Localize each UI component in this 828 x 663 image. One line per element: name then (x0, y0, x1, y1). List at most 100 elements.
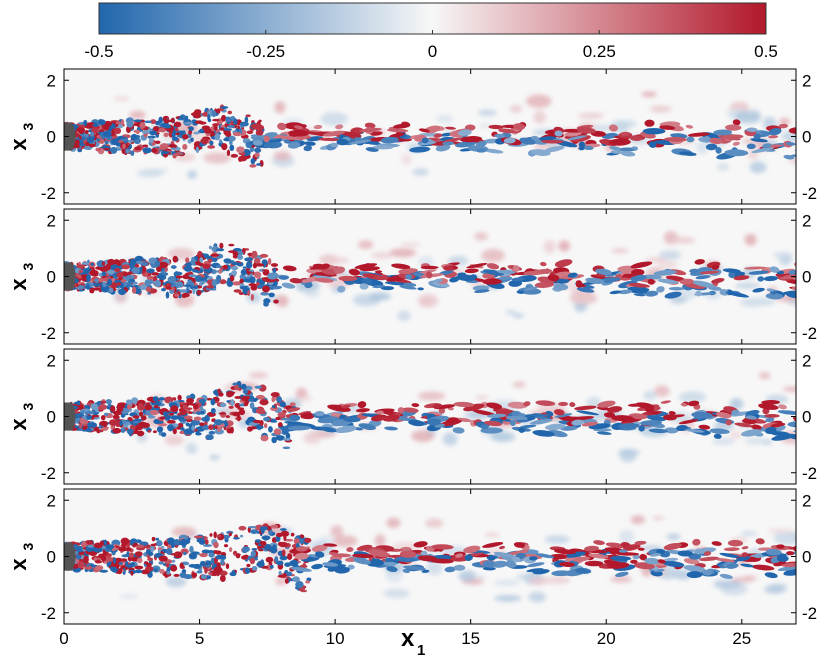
vortex-blob (253, 271, 262, 279)
wake-streak (303, 145, 313, 152)
vortex-blob (135, 424, 144, 431)
vortex-blob (141, 130, 148, 134)
wake-streak (771, 433, 795, 441)
vortex-blob (136, 430, 145, 437)
wake-streak (653, 269, 677, 276)
vortex-blob (195, 432, 202, 436)
wake-streak (431, 544, 454, 550)
vortex-blob (254, 152, 260, 158)
wake-streak (418, 128, 430, 133)
vortex-blob (160, 546, 165, 549)
y-tick-label: 0 (47, 128, 56, 147)
vortex-blob (204, 564, 211, 568)
wake-streak (620, 131, 631, 136)
y-tick-label: -2 (41, 324, 56, 343)
wake-streak (724, 149, 749, 157)
vortex-blob (154, 260, 161, 268)
wake-streak (695, 275, 711, 280)
vortex-blob (290, 532, 295, 537)
faint-structure (740, 531, 758, 536)
wake-streak (495, 408, 512, 416)
wake-streak (588, 553, 609, 559)
vortex-blob (222, 264, 228, 270)
wake-streak (340, 131, 362, 138)
wake-streak (453, 564, 466, 571)
wake-streak (527, 415, 536, 421)
vortex-blob (225, 415, 230, 419)
wake-streak (459, 136, 483, 143)
wake-streak (750, 424, 762, 430)
vortex-blob (213, 126, 218, 131)
wake-streak (499, 276, 512, 281)
vortex-blob (228, 532, 232, 537)
vortex-blob (120, 427, 126, 433)
wake-streak (694, 259, 705, 265)
vortex-blob (295, 580, 304, 589)
wake-streak (753, 133, 761, 140)
wake-streak (453, 401, 475, 408)
wake-streak (611, 415, 634, 422)
wake-streak (438, 407, 446, 414)
vortex-blob (85, 141, 90, 147)
wake-streak (554, 413, 573, 418)
wake-streak (277, 122, 287, 131)
wake-streak (476, 148, 487, 153)
vortex-blob (163, 132, 169, 138)
vortex-blob (165, 286, 172, 290)
vortex-blob (160, 432, 167, 437)
vortex-blob (155, 537, 160, 541)
wake-streak (648, 141, 657, 148)
vortex-blob (147, 429, 152, 433)
wake-streak (703, 551, 712, 556)
vortex-blob (151, 148, 158, 153)
wake-streak (374, 275, 391, 280)
faint-structure (695, 140, 709, 155)
wake-streak (558, 401, 569, 407)
vortex-blob (112, 427, 122, 434)
wake-streak (790, 432, 796, 440)
vortex-blob (145, 549, 151, 555)
faint-structure (371, 251, 393, 259)
vortex-blob (156, 426, 164, 433)
vortex-blob (154, 279, 162, 288)
wake-streak (711, 278, 725, 284)
wake-streak (610, 555, 632, 561)
wake-streak (663, 560, 685, 568)
wake-streak (449, 276, 460, 283)
vortex-blob (178, 289, 188, 293)
vortex-blob (158, 274, 167, 281)
wake-streak (708, 137, 723, 145)
vortex-blob (90, 262, 95, 266)
vortex-blob (89, 269, 99, 277)
vortex-blob (75, 554, 82, 560)
wake-streak (408, 419, 425, 427)
vortex-blob (89, 287, 95, 294)
vortex-blob (280, 530, 290, 537)
vortex-blob (120, 558, 128, 562)
vorticity-field (64, 231, 796, 322)
wake-streak (335, 124, 344, 130)
faint-structure (187, 170, 198, 179)
wake-streak (513, 123, 526, 131)
vortex-blob (166, 571, 171, 575)
vortex-blob (142, 144, 149, 148)
vortex-blob (99, 138, 105, 144)
y-tick-label: 0 (47, 408, 56, 427)
vortex-blob (276, 396, 283, 404)
faint-structure (424, 518, 444, 529)
vortex-blob (273, 299, 279, 304)
faint-structure (610, 575, 633, 583)
vortex-blob (249, 402, 255, 410)
vortex-blob (164, 118, 169, 125)
vortex-blob (284, 538, 294, 542)
vortex-blob (155, 140, 161, 145)
vortex-blob (260, 541, 267, 546)
vortex-blob (244, 116, 249, 124)
vortex-blob (133, 123, 140, 127)
wake-streak (322, 562, 339, 567)
wake-streak (593, 540, 605, 545)
wake-streak (464, 124, 476, 131)
vortex-blob (195, 146, 200, 154)
faint-structure (744, 436, 765, 446)
vortex-blob (230, 426, 234, 434)
